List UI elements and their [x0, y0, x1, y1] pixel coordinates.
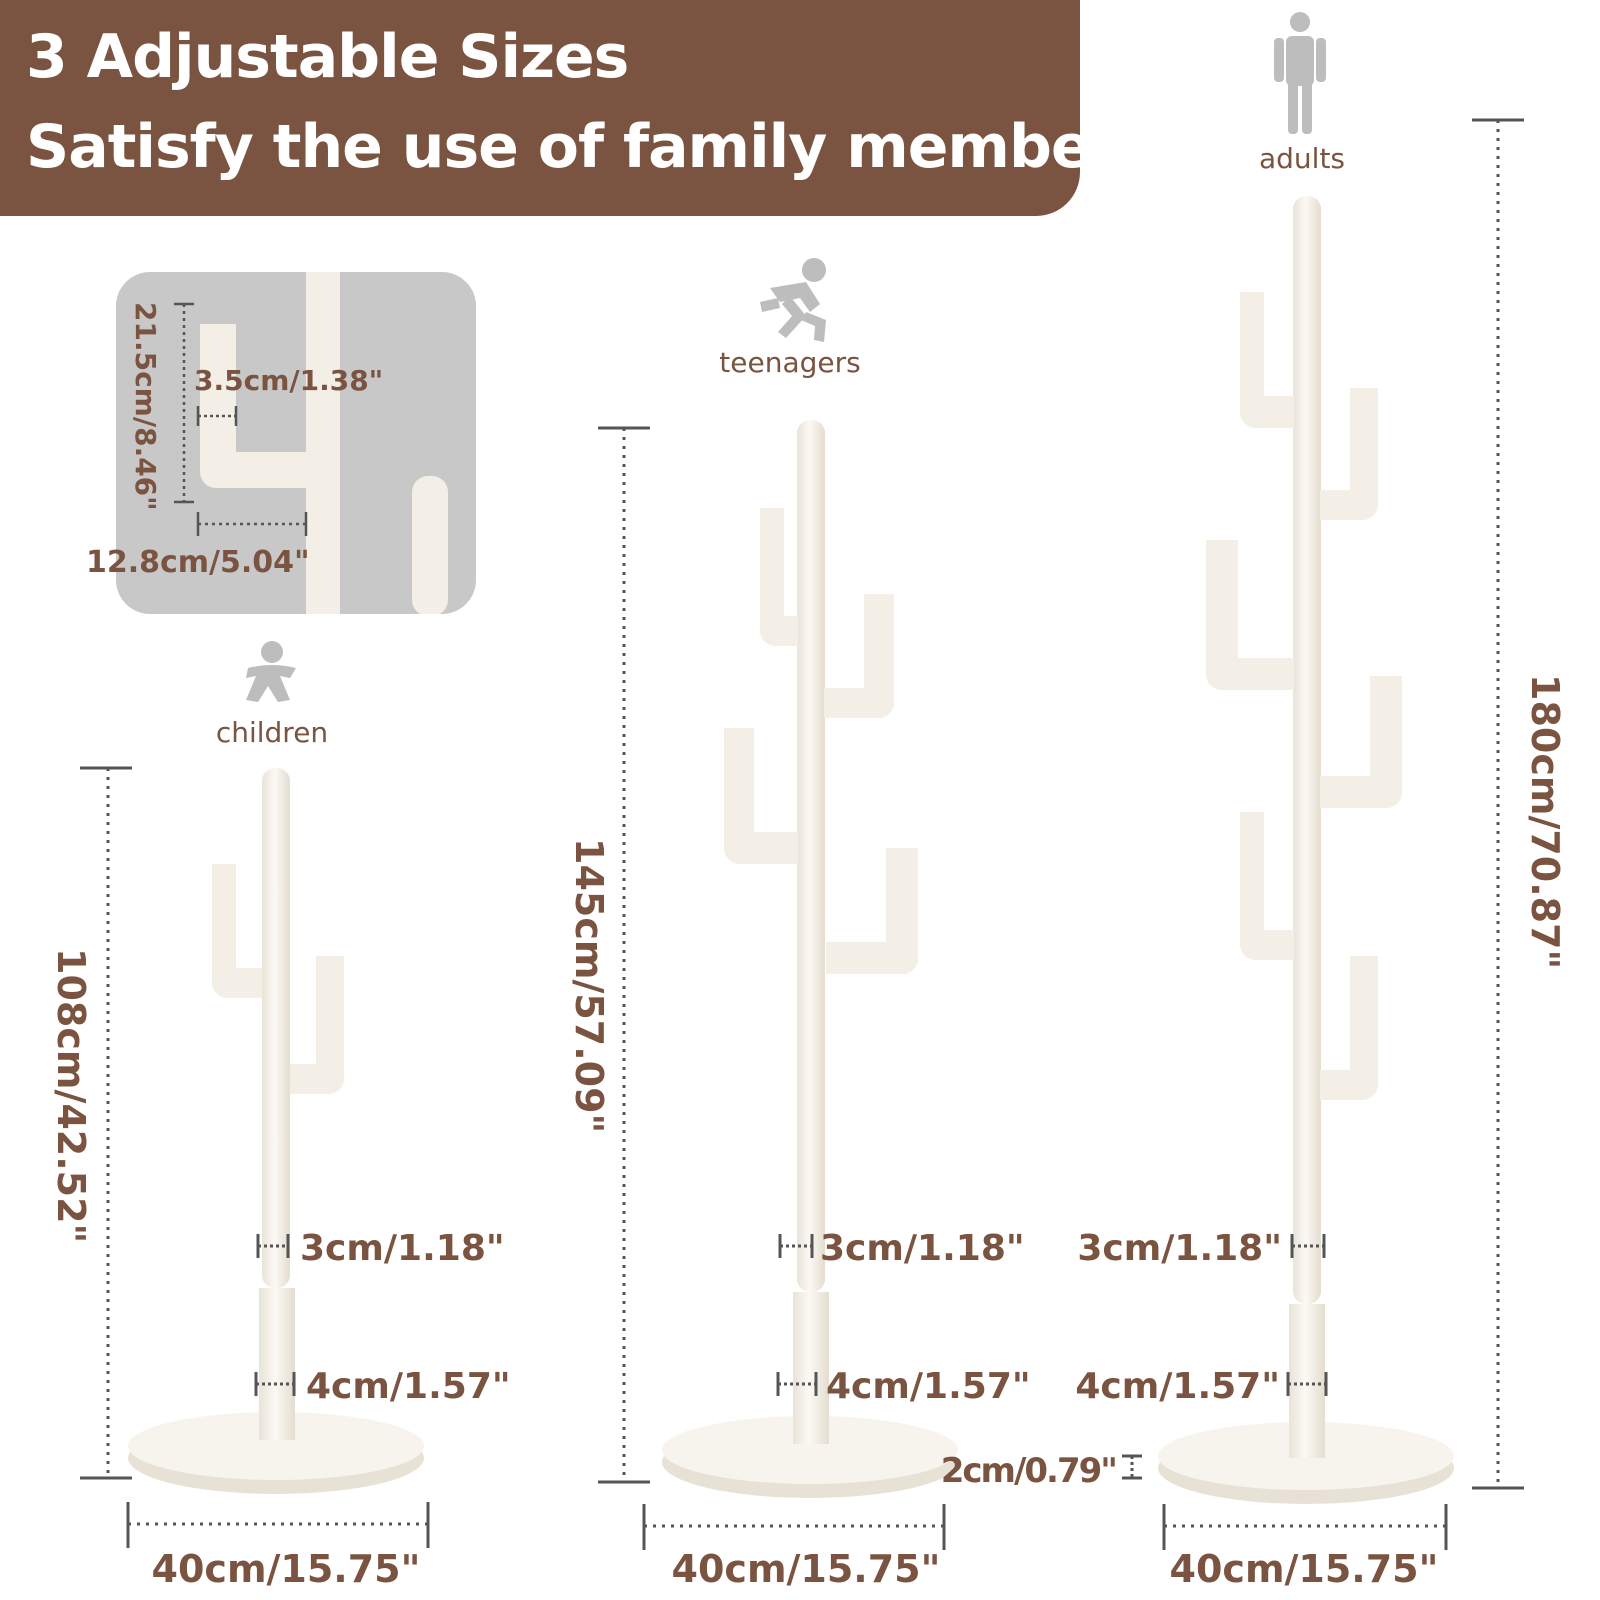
stand-upper-pole: [262, 768, 290, 1288]
subheadline: Satisfy the use of family members: [26, 112, 1155, 182]
stand-lower-pole: [1289, 1304, 1325, 1458]
height-label-adults: 180cm/70.87": [1523, 674, 1567, 969]
stand-teenagers: [662, 420, 958, 1498]
base-width-dimension-lines: [126, 1502, 1448, 1550]
inset-hook: [200, 324, 306, 488]
group-label-adults: adults: [1259, 142, 1345, 175]
stand-upper-pole: [797, 420, 825, 1292]
stand-hook: [1240, 292, 1294, 428]
stand-base-top: [128, 1412, 424, 1480]
inset-hook-right: [412, 476, 448, 614]
inset-height-label: 21.5cm/8.46": [129, 302, 162, 511]
inset-length-label: 12.8cm/5.04": [86, 545, 310, 580]
stand-upper-pole: [1293, 196, 1321, 1304]
child-icon: [246, 641, 296, 702]
bottom-diameter-label-adults: 4cm/1.57": [1075, 1366, 1280, 1407]
stand-hook: [1206, 540, 1294, 690]
stand-hook: [1320, 956, 1378, 1100]
title-banner: 3 Adjustable Sizes Satisfy the use of fa…: [0, 0, 1155, 216]
group-label-teenagers: teenagers: [719, 346, 860, 379]
stand-hook: [760, 508, 798, 646]
base-width-label-adults: 40cm/15.75": [1170, 1547, 1439, 1591]
height-label-children: 108cm/42.52": [49, 948, 93, 1243]
diameter-dimension-lines: [254, 1234, 1328, 1480]
stand-hook: [824, 594, 894, 718]
stand-hook: [826, 848, 918, 974]
adult-icon: [1274, 12, 1326, 134]
stand-adults: [1158, 196, 1454, 1504]
stand-hook: [1320, 388, 1378, 520]
bottom-diameter-label-teenagers: 4cm/1.57": [826, 1366, 1031, 1407]
height-label-teenagers: 145cm/57.09": [567, 838, 611, 1133]
top-diameter-label-teenagers: 3cm/1.18": [820, 1228, 1025, 1269]
stand-hook: [724, 728, 798, 864]
running-teen-icon: [760, 258, 826, 342]
top-diameter-label-children: 3cm/1.18": [300, 1228, 505, 1269]
hook-detail-inset: 21.5cm/8.46" 3.5cm/1.38" 12.8cm/5.04": [86, 272, 476, 614]
top-diameter-label-adults: 3cm/1.18": [1077, 1228, 1282, 1269]
stand-lower-pole: [259, 1288, 295, 1440]
stand-hook: [290, 956, 344, 1094]
group-label-children: children: [216, 716, 328, 749]
stand-hook: [212, 864, 262, 998]
stand-hook: [1320, 676, 1402, 808]
base-width-label-children: 40cm/15.75": [152, 1547, 421, 1591]
base-thickness-label-adults: 2cm/0.79": [941, 1451, 1116, 1491]
height-dimension-lines: [80, 118, 1524, 1490]
stand-children: [128, 768, 424, 1494]
inset-dimension-lines: [174, 302, 308, 536]
base-width-label-teenagers: 40cm/15.75": [672, 1547, 941, 1591]
inset-depth-label: 3.5cm/1.38": [194, 364, 383, 397]
bottom-diameter-label-children: 4cm/1.57": [306, 1366, 511, 1407]
stand-base-top: [662, 1416, 958, 1484]
stand-hook: [1240, 812, 1294, 960]
inset-pole: [306, 272, 340, 614]
headline: 3 Adjustable Sizes: [26, 22, 629, 92]
stand-lower-pole: [793, 1292, 829, 1444]
